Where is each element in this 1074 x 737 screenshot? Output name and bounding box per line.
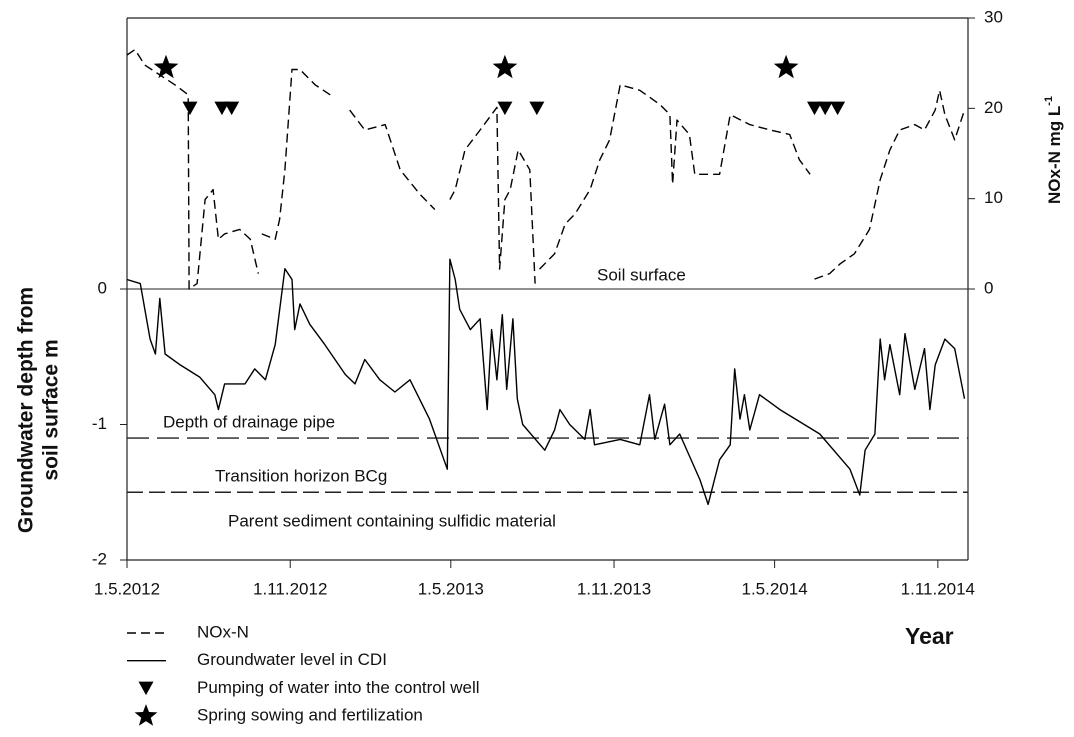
- triangle-marker: [224, 101, 240, 116]
- annotation: Soil surface: [597, 265, 686, 284]
- x-axis-label: Year: [905, 623, 954, 649]
- star-marker: [492, 54, 518, 79]
- y2-tick-label: 0: [984, 278, 993, 297]
- legend-swatch: [138, 681, 154, 696]
- y-tick-label: -1: [92, 414, 107, 433]
- triangle-marker: [817, 101, 833, 116]
- star-marker: [153, 54, 179, 79]
- y2-axis-label-superscript: -1: [1043, 96, 1055, 106]
- x-tick-label: 1.5.2012: [94, 579, 160, 598]
- x-tick-label: 1.11.2012: [253, 579, 327, 598]
- y2-tick-label: 10: [984, 188, 1003, 207]
- legend-label: Pumping of water into the control well: [197, 678, 480, 697]
- annotation: Transition horizon BCg: [215, 466, 387, 485]
- star-marker: [773, 54, 799, 79]
- y-tick-label: -2: [92, 549, 107, 568]
- x-tick-label: 1.11.2013: [577, 579, 651, 598]
- x-tick-label: 1.11.2014: [901, 579, 975, 598]
- triangle-marker: [807, 101, 823, 116]
- triangle-marker: [830, 101, 846, 116]
- annotation: Depth of drainage pipe: [163, 412, 335, 431]
- triangle-marker: [182, 101, 198, 116]
- legend-label: NOx-N: [197, 622, 249, 641]
- legend-swatch: [134, 704, 158, 726]
- y-axis-label: soil surface m: [40, 339, 63, 480]
- series-line: [126, 48, 966, 290]
- triangle-marker: [497, 101, 513, 116]
- series-line: [126, 258, 966, 506]
- y-tick-label: 0: [98, 278, 107, 297]
- triangle-marker: [214, 101, 230, 116]
- annotation: Parent sediment containing sulfidic mate…: [228, 511, 556, 530]
- y2-tick-label: 30: [984, 7, 1003, 26]
- y2-axis-label: NOx-N mg L-1: [1043, 96, 1065, 204]
- y2-axis-label-text: NOx-N mg L: [1045, 106, 1064, 204]
- legend-label: Groundwater level in CDI: [197, 650, 387, 669]
- y-axis-label: Groundwater depth from: [15, 287, 38, 533]
- legend-label: Spring sowing and fertilization: [197, 706, 423, 725]
- y2-tick-label: 20: [984, 98, 1003, 117]
- triangle-marker: [529, 101, 545, 116]
- x-tick-label: 1.5.2014: [742, 579, 808, 598]
- x-tick-label: 1.5.2013: [418, 579, 484, 598]
